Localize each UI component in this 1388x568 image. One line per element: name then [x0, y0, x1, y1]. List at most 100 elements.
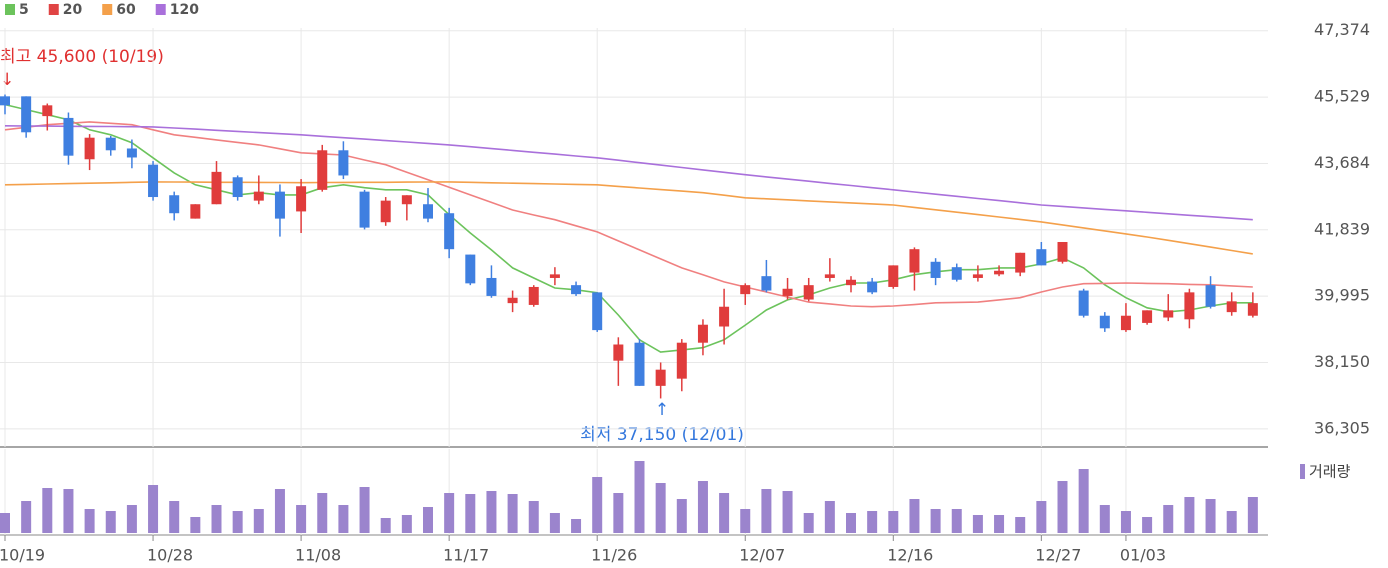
volume-bar — [63, 489, 74, 533]
low-arrow: ↑ — [655, 400, 669, 420]
x-tick-label: 12/07 — [739, 546, 785, 565]
volume-bar — [803, 513, 814, 533]
candle-body — [63, 117, 74, 156]
candle-body — [507, 297, 518, 304]
volume-bar — [697, 481, 708, 533]
volume-bar — [909, 499, 920, 533]
volume-bar — [972, 515, 983, 533]
candle-body — [676, 342, 687, 379]
volume-bar — [613, 493, 624, 533]
candle-body — [1184, 292, 1195, 320]
volume-bar — [380, 518, 391, 533]
volume-bar — [1099, 505, 1110, 533]
volume-bar — [423, 507, 433, 533]
volume-bar — [465, 494, 476, 533]
volume-bar — [761, 489, 772, 533]
candle-body — [380, 200, 391, 223]
volume-bar — [1057, 481, 1068, 533]
x-tick-label: 10/19 — [0, 546, 45, 565]
candle-body — [1036, 249, 1047, 266]
volume-bar — [571, 519, 582, 533]
volume-bar — [105, 511, 116, 533]
legend-label: 60 — [116, 2, 136, 18]
candle-body — [190, 204, 201, 219]
candle-body — [740, 285, 751, 295]
candle-body — [423, 204, 433, 219]
volume-bar — [528, 501, 539, 533]
candle-body — [105, 137, 116, 151]
candle-body — [338, 150, 349, 176]
volume-bar — [824, 501, 835, 533]
x-tick-label: 12/27 — [1035, 546, 1081, 565]
candle-body — [42, 105, 53, 117]
candle-body — [169, 195, 180, 214]
volume-bar — [296, 505, 307, 533]
volume-bar — [444, 493, 455, 533]
volume-bar — [1036, 501, 1047, 533]
candle-body — [84, 137, 95, 160]
candle-body — [126, 148, 137, 158]
legend-swatch — [102, 4, 113, 15]
volume-bar — [190, 517, 201, 533]
candle-body — [359, 191, 370, 228]
legend-label: 120 — [170, 2, 199, 18]
volume-bar — [232, 511, 243, 533]
candle-body — [782, 288, 793, 296]
volume-legend-label: 거래량 — [1309, 463, 1351, 481]
volume-bar — [21, 501, 32, 533]
high-annotation: 최고 45,600 (10/19) — [0, 47, 164, 67]
candle-body — [613, 344, 624, 361]
low-annotation: 최저 37,150 (12/01) — [580, 425, 744, 445]
y-tick-label: 41,839 — [1314, 219, 1370, 238]
candle-body — [1247, 303, 1258, 316]
volume-bar — [1226, 511, 1237, 533]
legend-swatch — [155, 4, 166, 15]
candle-body — [1226, 301, 1237, 313]
volume-bar — [148, 485, 159, 533]
ma-line — [4, 103, 1253, 353]
candle-body — [296, 186, 307, 212]
candle-body — [634, 342, 645, 386]
volume-bar — [1015, 517, 1026, 533]
volume-bar — [1205, 499, 1216, 533]
volume-bar — [846, 513, 856, 533]
candle-body — [1142, 310, 1153, 323]
candle-body — [549, 274, 560, 278]
volume-bar — [317, 493, 328, 533]
candle-body — [1057, 241, 1068, 262]
candle-body — [1120, 315, 1131, 331]
volume-bar — [84, 509, 95, 533]
y-tick-label: 36,305 — [1314, 418, 1370, 437]
volume-bar — [42, 488, 53, 533]
candle-body — [803, 285, 814, 300]
volume-bar — [740, 509, 751, 533]
candle-body — [592, 292, 603, 331]
ma-line — [4, 121, 1253, 308]
volume-bar — [359, 487, 370, 533]
candle-body — [655, 369, 666, 386]
volume-bar — [930, 509, 941, 533]
candle-body — [1015, 252, 1026, 273]
candle-body — [486, 277, 497, 296]
candle-body — [528, 286, 539, 305]
candle-body — [148, 164, 159, 198]
candle-body — [719, 306, 730, 327]
candle-body — [1205, 285, 1216, 307]
candle-body — [211, 171, 222, 205]
y-tick-label: 45,529 — [1314, 87, 1370, 106]
candle-body — [951, 267, 962, 280]
x-tick-label: 01/03 — [1120, 546, 1166, 565]
volume-bar — [655, 483, 666, 533]
candle-body — [0, 96, 10, 106]
candle-body — [253, 191, 264, 201]
candle-body — [761, 276, 772, 291]
volume-bar — [126, 505, 137, 533]
volume-bar — [592, 477, 603, 533]
volume-bar — [549, 513, 560, 533]
legend-label: 20 — [63, 2, 83, 18]
candle-body — [888, 265, 899, 287]
volume-bar — [1184, 497, 1195, 533]
volume-bar — [782, 491, 793, 533]
candle-body — [824, 274, 835, 278]
